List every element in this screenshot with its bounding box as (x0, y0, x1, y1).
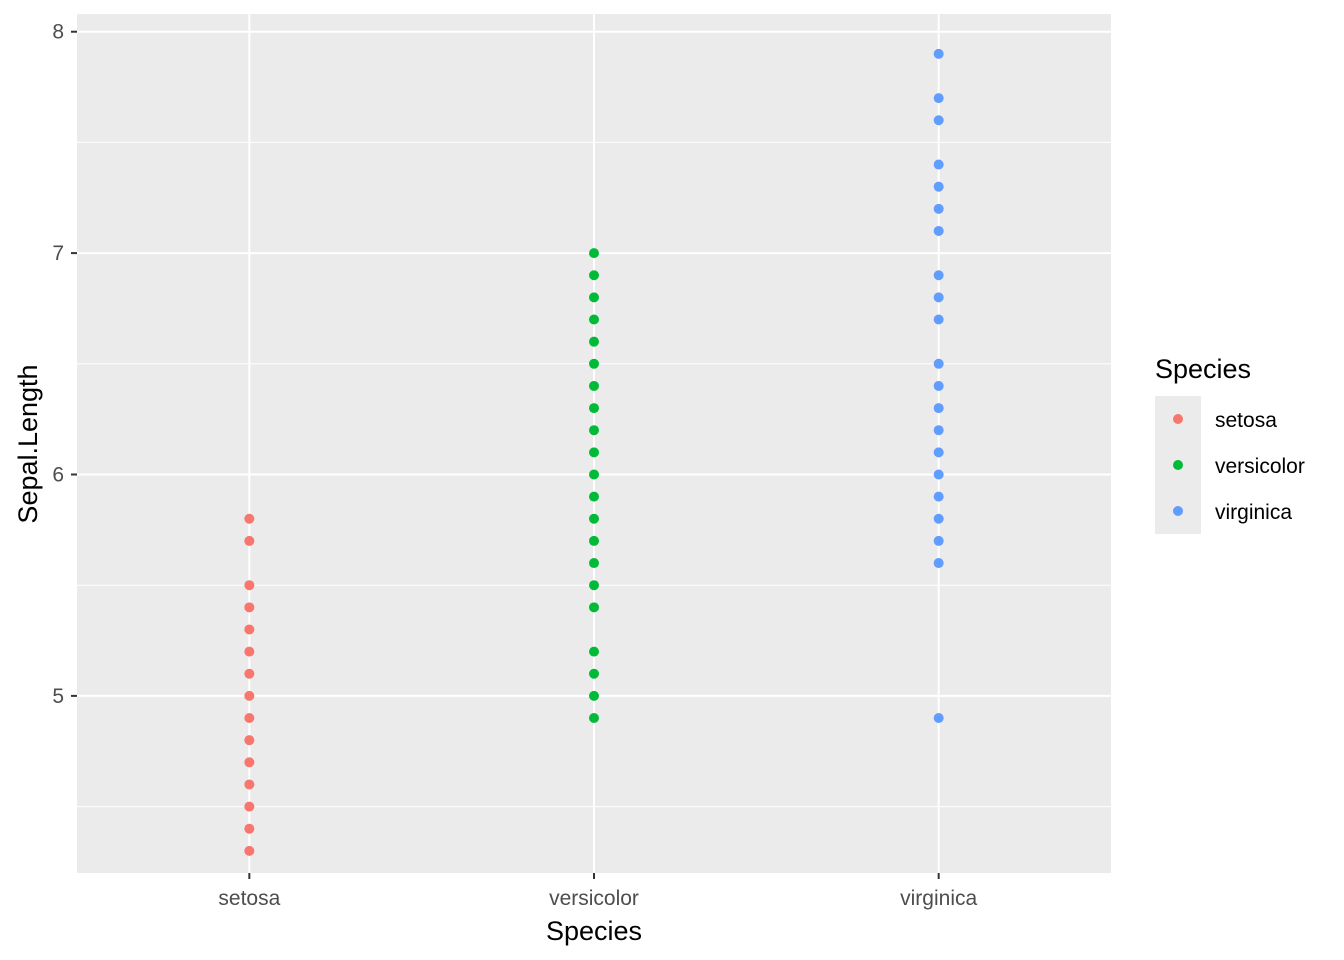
data-point-versicolor (589, 358, 599, 369)
data-point-virginica (933, 535, 944, 546)
data-point-setosa (244, 801, 255, 812)
data-point-versicolor (589, 535, 599, 546)
data-point-virginica (933, 425, 944, 436)
data-point-virginica (933, 115, 944, 126)
legend-label: setosa (1215, 409, 1277, 432)
data-point-versicolor (589, 403, 599, 414)
data-points (244, 48, 944, 856)
data-point-virginica (933, 358, 944, 369)
data-point-versicolor (589, 713, 599, 724)
data-point-virginica (933, 181, 944, 192)
data-point-versicolor (589, 447, 599, 458)
data-point-versicolor (589, 248, 599, 259)
data-point-virginica (933, 292, 944, 303)
y-tick-label: 8 (52, 21, 64, 44)
x-axis: setosa versicolor virginica (218, 873, 977, 910)
data-point-versicolor (589, 314, 599, 325)
data-point-virginica (933, 203, 944, 214)
data-point-virginica (933, 380, 944, 391)
data-point-versicolor (589, 558, 599, 569)
data-point-versicolor (589, 336, 599, 347)
data-point-versicolor (589, 425, 599, 436)
data-point-virginica (933, 159, 944, 170)
data-point-setosa (244, 580, 255, 591)
data-point-setosa (244, 535, 255, 546)
legend-title: Species (1155, 354, 1251, 384)
y-tick-label: 6 (52, 463, 64, 486)
y-tick-label: 7 (52, 242, 64, 265)
data-point-setosa (244, 513, 255, 524)
data-point-setosa (244, 602, 255, 613)
data-point-virginica (933, 469, 944, 480)
data-point-setosa (244, 624, 255, 635)
x-tick-label: versicolor (549, 887, 639, 910)
data-point-setosa (244, 713, 255, 724)
data-point-virginica (933, 48, 944, 59)
data-point-versicolor (589, 292, 599, 303)
data-point-versicolor (589, 491, 599, 502)
legend-key-setosa (1173, 414, 1183, 424)
data-point-versicolor (589, 270, 599, 281)
legend-keys: setosa versicolor virginica (1155, 396, 1305, 534)
data-point-versicolor (589, 602, 599, 613)
data-point-setosa (244, 646, 255, 657)
data-point-virginica (933, 513, 944, 524)
y-axis: 5 6 7 8 (52, 21, 77, 708)
legend: Species setosa versicolor virginica (1155, 354, 1305, 534)
data-point-setosa (244, 668, 255, 679)
data-point-setosa (244, 690, 255, 701)
y-tick-label: 5 (52, 685, 64, 708)
data-point-versicolor (589, 380, 599, 391)
data-point-setosa (244, 823, 255, 834)
data-point-versicolor (589, 690, 599, 701)
legend-label: versicolor (1215, 455, 1305, 478)
data-point-virginica (933, 558, 944, 569)
x-tick-label: setosa (218, 887, 280, 910)
data-point-setosa (244, 779, 255, 790)
x-tick-label: virginica (900, 887, 977, 910)
data-point-versicolor (589, 580, 599, 591)
x-axis-title: Species (546, 916, 642, 946)
data-point-virginica (933, 447, 944, 458)
legend-key-virginica (1173, 506, 1183, 516)
data-point-virginica (933, 713, 944, 724)
data-point-setosa (244, 735, 255, 746)
data-point-virginica (933, 314, 944, 325)
data-point-virginica (933, 270, 944, 281)
legend-label: virginica (1215, 501, 1292, 524)
data-point-virginica (933, 491, 944, 502)
y-axis-title: Sepal.Length (13, 364, 43, 523)
data-point-setosa (244, 757, 255, 768)
data-point-versicolor (589, 646, 599, 657)
data-point-virginica (933, 403, 944, 414)
data-point-virginica (933, 93, 944, 104)
data-point-virginica (933, 225, 944, 236)
data-point-versicolor (589, 469, 599, 480)
data-point-versicolor (589, 513, 599, 524)
data-point-versicolor (589, 668, 599, 679)
legend-key-versicolor (1173, 460, 1183, 470)
data-point-setosa (244, 845, 255, 856)
